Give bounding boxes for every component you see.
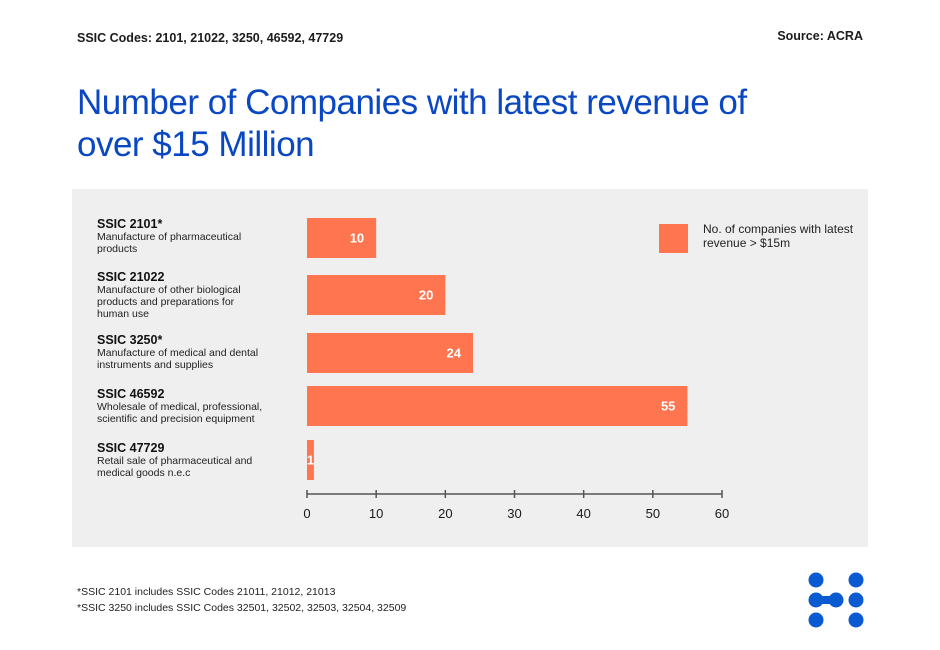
bar-value-label: 20: [419, 288, 433, 303]
bar: [307, 275, 446, 315]
x-tick-label: 10: [369, 506, 383, 521]
x-tick-label: 0: [303, 506, 310, 521]
category-code: SSIC 21022: [97, 270, 165, 284]
legend-swatch: [659, 224, 688, 253]
category-label: SSIC 2101* Manufacture of pharmaceutical…: [97, 217, 297, 255]
x-tick-label: 50: [646, 506, 660, 521]
legend: No. of companies with latest revenue > $…: [659, 222, 883, 253]
bar: [307, 333, 473, 373]
bar: [307, 218, 377, 258]
x-tick-label: 30: [507, 506, 521, 521]
legend-label: No. of companies with latest revenue > $…: [703, 222, 854, 250]
bar-value-label: 24: [447, 346, 462, 361]
category-description: Retail sale of pharmaceutical and medica…: [97, 455, 253, 479]
category-label: SSIC 47729 Retail sale of pharmaceutical…: [97, 441, 297, 479]
ssic-codes-caption: SSIC Codes: 2101, 21022, 3250, 46592, 47…: [77, 31, 344, 45]
category-label: SSIC 3250* Manufacture of medical and de…: [97, 333, 297, 371]
x-tick-label: 20: [438, 506, 452, 521]
category-label: SSIC 21022 Manufacture of other biologic…: [97, 270, 297, 320]
x-tick-label: 60: [715, 506, 729, 521]
chart-title: Number of Companies with latest revenue …: [77, 83, 747, 164]
category-code: SSIC 3250*: [97, 333, 163, 347]
category-code: SSIC 2101*: [97, 217, 163, 231]
category-description: Manufacture of medical and dental instru…: [97, 347, 259, 371]
category-code: SSIC 46592: [97, 387, 165, 401]
bar-value-label: 1: [307, 453, 314, 468]
category-description: Manufacture of pharmaceutical products: [97, 231, 242, 255]
footnote: *SSIC 3250 includes SSIC Codes 32501, 32…: [77, 602, 407, 614]
bar: [307, 386, 688, 426]
brand-logo-icon: [808, 572, 864, 628]
category-description: Wholesale of medical, professional, scie…: [97, 401, 263, 425]
bar: [307, 440, 314, 480]
source-caption: Source: ACRA: [777, 29, 863, 43]
category-code: SSIC 47729: [97, 441, 165, 455]
x-tick-label: 40: [576, 506, 590, 521]
category-description: Manufacture of other biological products…: [97, 284, 241, 320]
footnote: *SSIC 2101 includes SSIC Codes 21011, 21…: [77, 586, 336, 598]
bar-value-label: 55: [661, 399, 675, 414]
bar-value-label: 10: [350, 231, 364, 246]
category-label: SSIC 46592 Wholesale of medical, profess…: [97, 387, 297, 425]
